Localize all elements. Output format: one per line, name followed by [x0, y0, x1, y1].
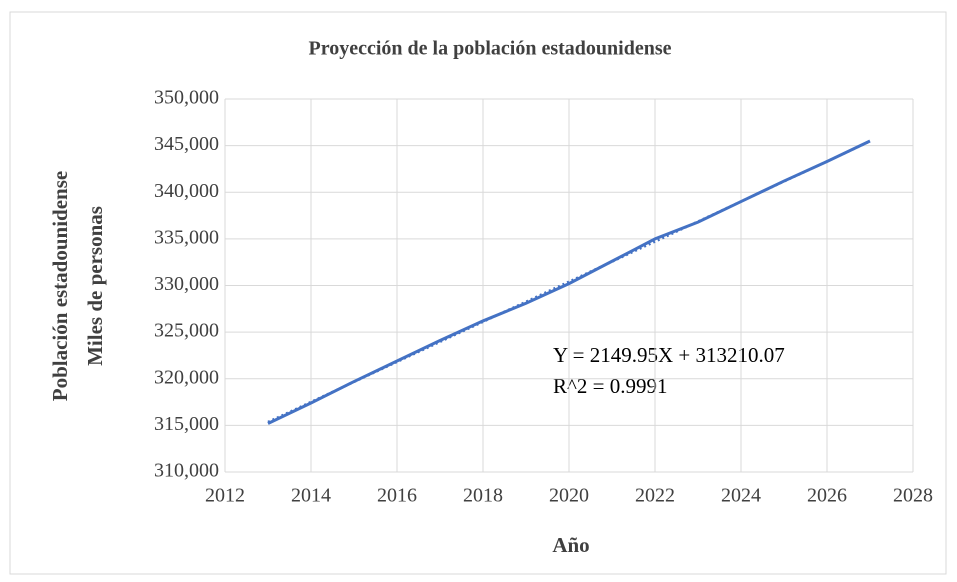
x-tick-label: 2026 — [807, 485, 847, 507]
y-tick-label: 340,000 — [154, 180, 219, 202]
x-tick-label: 2012 — [205, 485, 245, 507]
x-tick-label: 2018 — [463, 485, 503, 507]
y-tick-label: 320,000 — [154, 366, 219, 388]
x-tick-label: 2028 — [893, 485, 933, 507]
x-tick-label: 2024 — [721, 485, 761, 507]
trendline — [267, 140, 871, 424]
y-tick-label: 315,000 — [154, 413, 219, 435]
x-axis-title: Año — [552, 533, 589, 557]
x-tick-label: 2014 — [291, 485, 331, 507]
chart-border — [9, 11, 947, 575]
y-tick-label: 330,000 — [154, 273, 219, 295]
y-tick-label: 345,000 — [154, 133, 219, 155]
y-axis-subtitle: Miles de personas — [83, 206, 107, 366]
x-tick-label: 2016 — [377, 485, 417, 507]
y-tick-label: 325,000 — [154, 320, 219, 342]
y-tick-label: 350,000 — [154, 87, 219, 109]
y-tick-label: 310,000 — [154, 460, 219, 482]
chart-title: Proyección de la población estadounidens… — [309, 38, 672, 60]
x-tick-label: 2020 — [549, 485, 589, 507]
equation: Y = 2149.95X + 313210.07 — [553, 343, 785, 367]
r-squared: R^2 = 0.9991 — [553, 374, 667, 398]
y-axis-title: Población estadounidense — [48, 171, 72, 401]
x-tick-label: 2022 — [635, 485, 675, 507]
y-tick-label: 335,000 — [154, 226, 219, 248]
